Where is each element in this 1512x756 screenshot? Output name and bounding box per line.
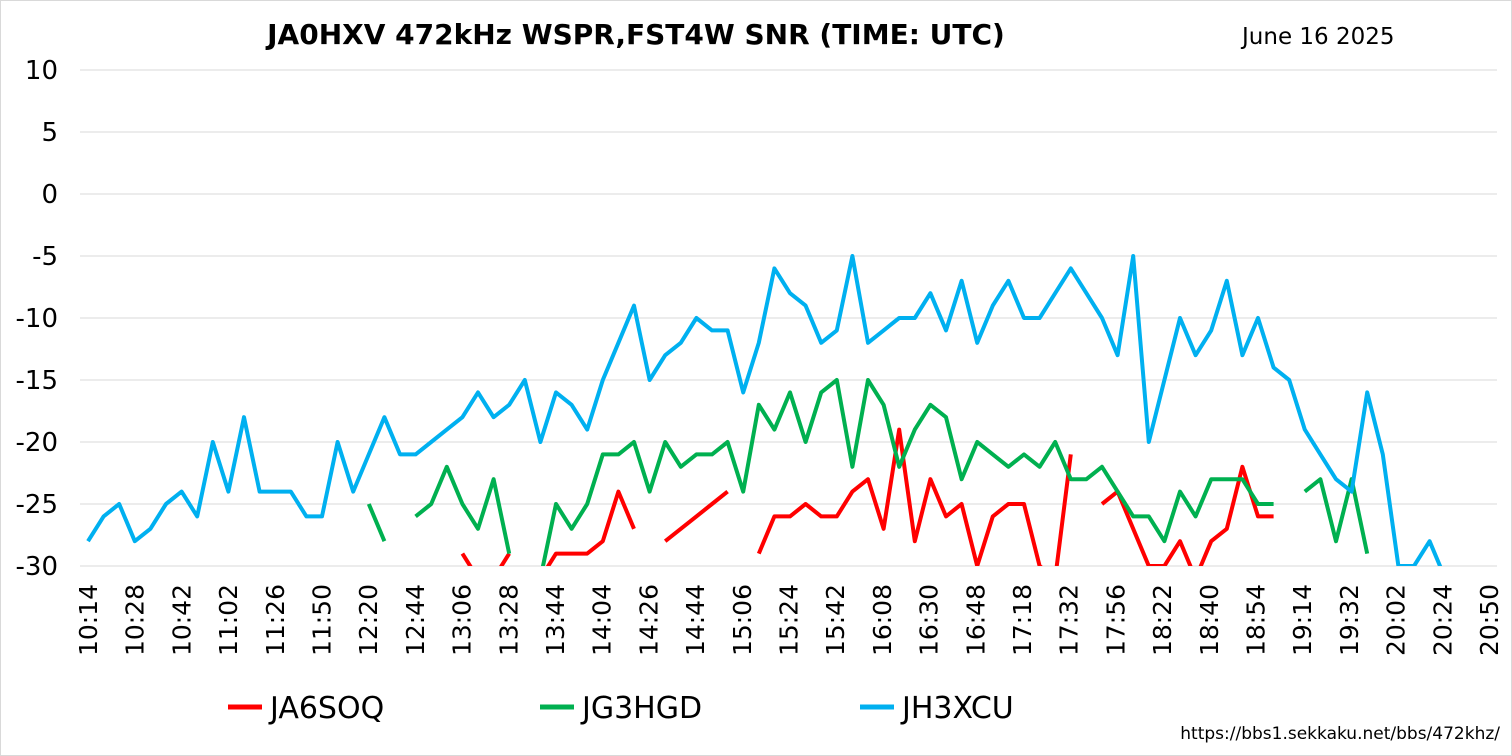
series-line: [545, 489, 636, 566]
x-tick-label: 11:50: [308, 584, 337, 656]
legend: JA6SOQ JG3HGD JH3XCU: [228, 691, 1014, 726]
grid-lines: [80, 69, 1497, 567]
series-jh3xcu: [86, 254, 1443, 566]
y-tick-label: -15: [16, 366, 58, 396]
plot-area: [86, 254, 1443, 566]
y-tick-label: -5: [32, 242, 58, 272]
x-tick-label: 18:40: [1195, 584, 1224, 656]
x-tick-label: 17:56: [1101, 584, 1130, 656]
x-tick-label: 17:18: [1008, 584, 1037, 656]
x-tick-label: 15:42: [821, 584, 850, 656]
series-jg3hgd: [366, 378, 1370, 566]
series-ja6soq: [460, 427, 1274, 566]
x-tick-label: 20:02: [1382, 584, 1411, 656]
series-line: [756, 427, 1073, 566]
series-line: [1303, 477, 1370, 555]
source-url: https://bbs1.sekkaku.net/bbs/472khz/: [1180, 724, 1500, 744]
x-tick-label: 14:04: [588, 584, 617, 656]
series-line: [1100, 464, 1274, 566]
x-tick-label: 19:14: [1288, 584, 1317, 656]
y-tick-label: 5: [41, 118, 58, 148]
x-tick-label: 10:14: [74, 584, 103, 656]
x-tick-label: 18:54: [1242, 584, 1271, 656]
x-tick-label: 10:28: [121, 584, 150, 656]
x-tick-label: 11:26: [261, 584, 290, 656]
x-tick-label: 13:28: [494, 584, 523, 656]
x-tick-label: 10:42: [167, 584, 196, 656]
series-line: [540, 378, 1274, 566]
x-tick-label: 16:48: [961, 584, 990, 656]
series-line: [366, 503, 387, 542]
y-tick-label: 10: [25, 56, 58, 86]
x-tick-label: 19:32: [1335, 584, 1364, 656]
x-tick-label: 13:06: [448, 584, 477, 656]
x-tick-label: 20:50: [1475, 584, 1504, 656]
y-axis: 10 5 0 -5 -10 -15 -20 -25 -30: [16, 56, 58, 582]
chart-title: JA0HXV 472kHz WSPR,FST4W SNR (TIME: UTC): [267, 18, 1005, 51]
x-tick-label: 16:08: [868, 584, 897, 656]
x-tick-label: 16:30: [915, 584, 944, 656]
x-tick-label: 11:02: [214, 584, 243, 656]
y-tick-label: -20: [16, 428, 58, 458]
y-tick-label: -10: [16, 304, 58, 334]
legend-label: JH3XCU: [900, 691, 1014, 726]
x-tick-label: 14:26: [634, 584, 663, 656]
x-tick-label: 17:32: [1055, 584, 1084, 656]
x-tick-label: 20:24: [1428, 584, 1457, 656]
y-tick-label: -30: [16, 552, 58, 582]
x-tick-label: 15:24: [775, 584, 804, 656]
x-tick-label: 18:22: [1148, 584, 1177, 656]
series-line: [86, 254, 1443, 566]
x-tick-label: 14:44: [681, 584, 710, 656]
y-tick-label: 0: [41, 180, 58, 210]
x-tick-label: 15:06: [728, 584, 757, 656]
x-tick-label: 13:44: [541, 584, 570, 656]
x-axis: 10:14 10:28 10:42 11:02 11:26 11:50 12:20 12:44…: [74, 584, 1504, 656]
legend-label: JG3HGD: [580, 691, 702, 726]
legend-label: JA6SOQ: [268, 691, 384, 726]
date-label: June 16 2025: [1242, 24, 1395, 50]
series-line: [414, 464, 512, 555]
y-tick-label: -25: [16, 490, 58, 520]
series-line: [663, 490, 729, 543]
x-tick-label: 12:20: [354, 584, 383, 656]
x-tick-label: 12:44: [401, 584, 430, 656]
